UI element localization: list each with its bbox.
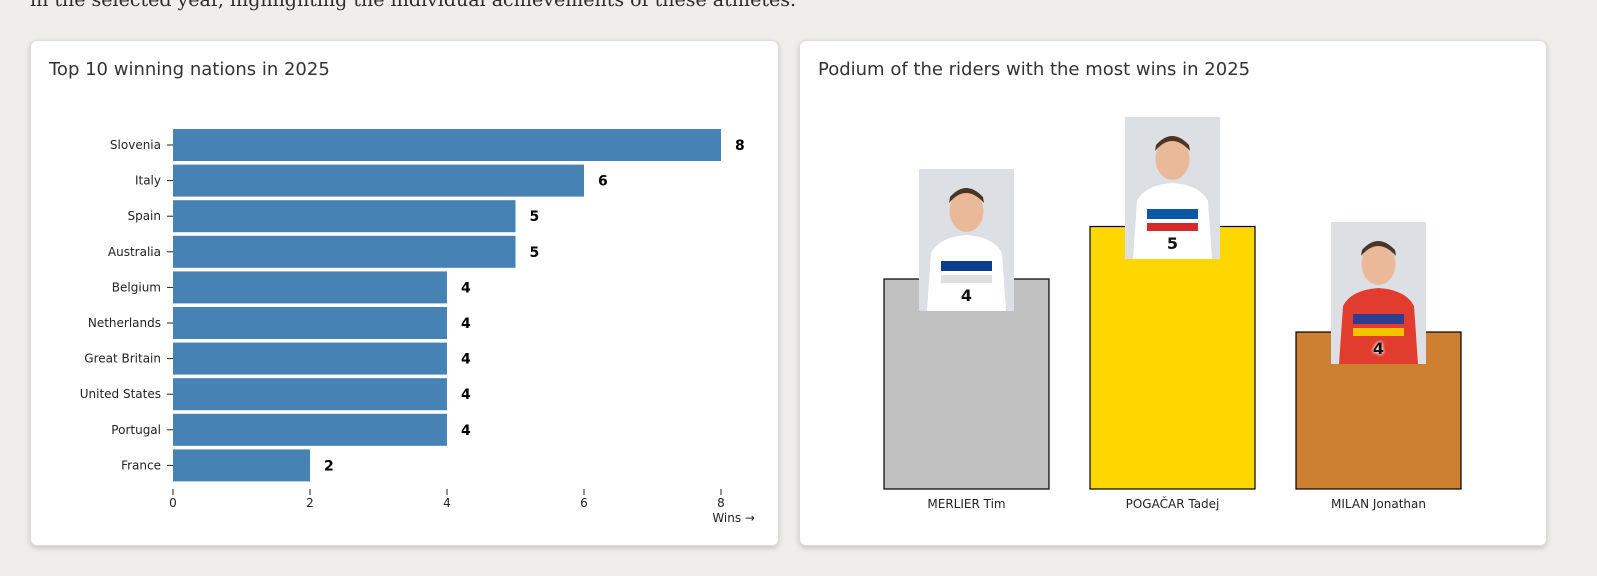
podium-value-label: 4 <box>1372 339 1385 358</box>
nation-label: France <box>121 458 161 472</box>
podium-value-label: 5 <box>1166 233 1179 253</box>
nation-value-label: 6 <box>598 174 608 190</box>
podium-chart-title: Podium of the riders with the most wins … <box>818 59 1251 80</box>
rider-silhouette-icon <box>1331 222 1426 364</box>
nation-value-label: 5 <box>530 245 540 261</box>
nation-label: Portugal <box>111 423 161 437</box>
rider-silhouette-icon <box>919 169 1014 311</box>
rider-photo-milan: 4 <box>1331 222 1426 364</box>
nation-value-label: 4 <box>461 280 471 296</box>
nation-label: Great Britain <box>84 352 161 366</box>
intro-text: in the selected year, highlighting the i… <box>30 0 796 11</box>
nation-value-label: 5 <box>530 209 540 225</box>
nation-bar <box>173 235 516 268</box>
nation-bar <box>173 164 584 197</box>
nation-label: Spain <box>127 209 161 223</box>
nation-bar <box>173 307 447 339</box>
nation-bar <box>173 342 447 375</box>
nation-value-label: 4 <box>461 316 471 332</box>
nation-bar <box>173 378 447 411</box>
nation-label: Slovenia <box>110 138 161 152</box>
nations-chart-title: Top 10 winning nations in 2025 <box>49 59 330 80</box>
rider-name-label: POGAČAR Tadej <box>1126 496 1220 511</box>
x-tick-label: 8 <box>717 496 725 510</box>
rider-name-label: MERLIER Tim <box>927 497 1005 511</box>
x-axis-label: Wins → <box>712 511 755 525</box>
rider-silhouette-icon <box>1125 116 1220 259</box>
rider-photo-merlier: 4 <box>919 169 1014 311</box>
nation-label: Belgium <box>112 280 161 294</box>
podium-bar-chart: MERLIER Tim POGAČAR Tadej MILAN Jonathan <box>883 225 1462 511</box>
rider-name-label: MILAN Jonathan <box>1331 497 1426 511</box>
podium-bar <box>883 278 1050 490</box>
nation-value-label: 4 <box>461 423 471 439</box>
nation-value-label: 4 <box>461 387 471 403</box>
nation-bar <box>173 200 516 233</box>
nation-label: Netherlands <box>88 316 161 330</box>
rider-photo-pogacar: 5 <box>1125 116 1220 259</box>
x-tick-label: 2 <box>306 496 314 510</box>
x-tick-label: 4 <box>443 496 451 510</box>
x-tick-label: 0 <box>169 496 177 510</box>
nation-label: Australia <box>108 245 161 259</box>
nation-value-label: 8 <box>735 138 745 154</box>
nation-value-label: 2 <box>324 458 334 474</box>
podium-chart-card: Podium of the riders with the most wins … <box>799 40 1547 546</box>
nations-bar-chart: Slovenia 8 Italy 6 Spain 5 Australia 5 Belgium 4 N… <box>80 129 755 525</box>
nation-bar <box>173 449 310 482</box>
nation-bar <box>173 271 447 304</box>
x-tick-label: 6 <box>580 496 588 510</box>
podium-bar <box>1089 225 1256 490</box>
nation-label: Italy <box>135 174 161 188</box>
nation-value-label: 4 <box>461 352 471 368</box>
podium-value-label: 4 <box>960 286 973 305</box>
nations-chart-card: Top 10 winning nations in 2025 Slovenia 8… <box>30 40 779 546</box>
nation-bar <box>173 129 721 161</box>
nation-bar <box>173 413 447 446</box>
nation-label: United States <box>80 387 161 401</box>
